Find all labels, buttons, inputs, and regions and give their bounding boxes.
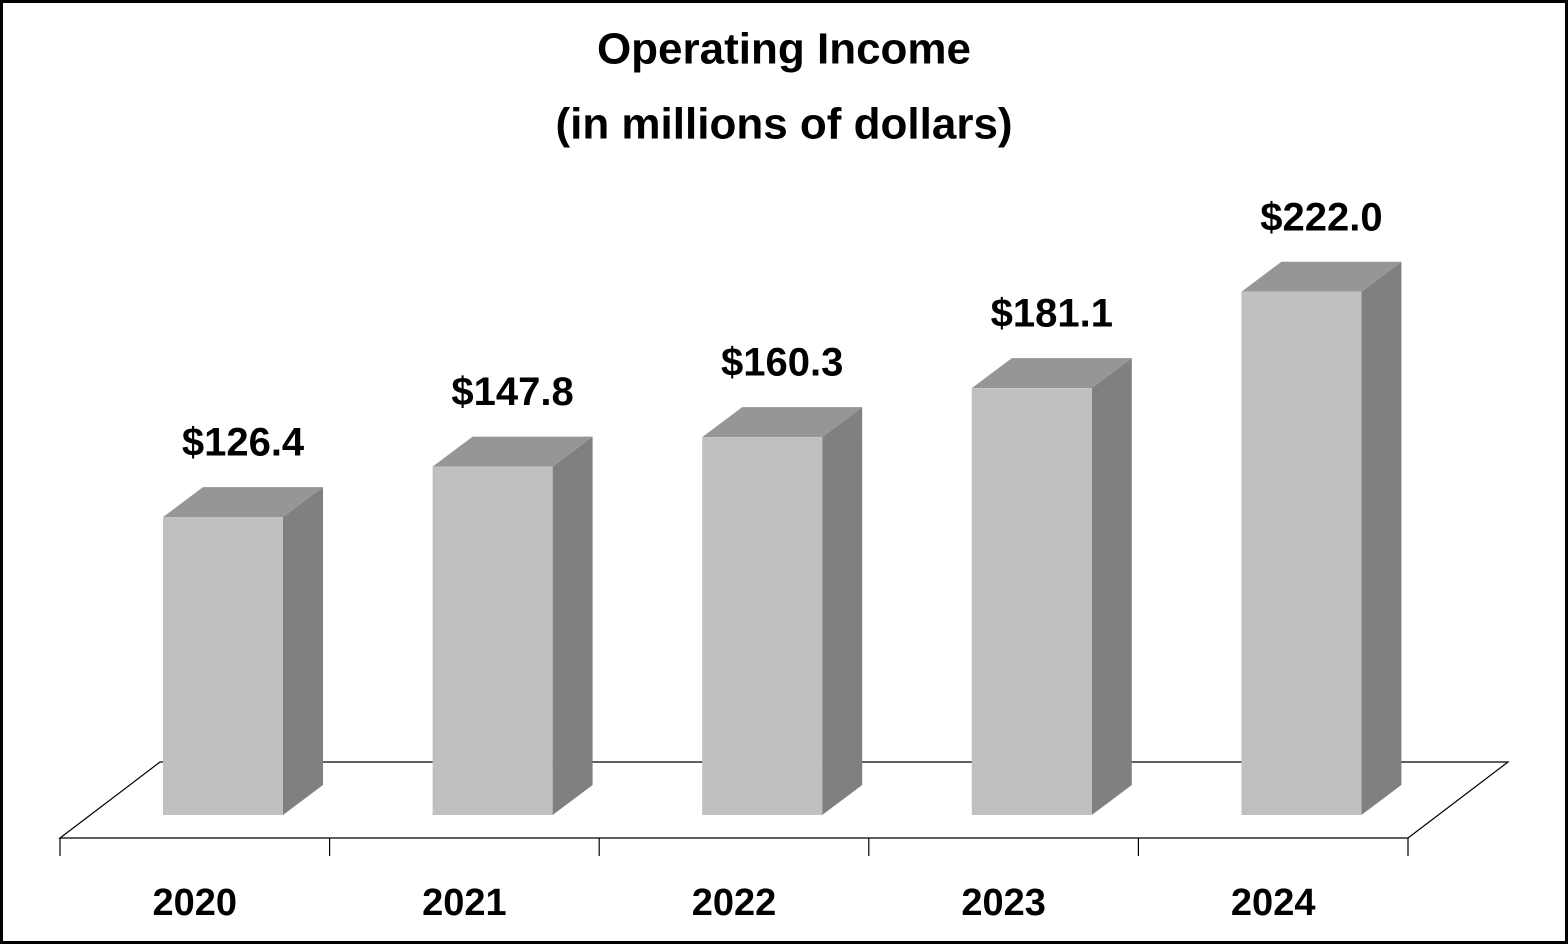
data-label: $181.1 (991, 292, 1113, 336)
bar-top (1241, 261, 1402, 292)
bar-side (1361, 261, 1402, 816)
bar (163, 517, 283, 815)
x-tick-label: 2023 (961, 882, 1046, 924)
bar-side (283, 487, 323, 815)
bar-side (822, 407, 863, 815)
x-tick-label: 2024 (1231, 882, 1316, 924)
bar (1241, 291, 1362, 816)
data-label: $222.0 (1260, 195, 1382, 239)
data-label: $160.3 (721, 341, 843, 385)
x-tick-label: 2020 (153, 882, 238, 924)
x-tick-label: 2021 (422, 882, 507, 924)
data-label: $126.4 (182, 421, 305, 465)
bar-side (552, 436, 593, 815)
data-label: $147.8 (451, 370, 573, 414)
bar-top (432, 436, 593, 467)
bar (702, 437, 823, 815)
bar (971, 388, 1092, 815)
chart-title: Operating Income (597, 25, 971, 74)
chart-subtitle: (in millions of dollars) (555, 100, 1012, 149)
x-tick-label: 2022 (692, 882, 777, 924)
bar-top (971, 358, 1132, 389)
bar-side (1091, 358, 1132, 815)
bar-top (163, 487, 323, 518)
bar-top (702, 407, 863, 438)
bar (432, 466, 553, 815)
